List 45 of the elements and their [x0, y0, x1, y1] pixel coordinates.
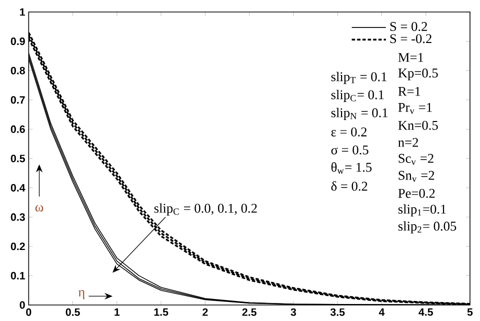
x-tick-label: 1.5 — [154, 308, 168, 316]
y-tick-label: 0.4 — [10, 184, 26, 192]
x-tick-label: 3.5 — [330, 308, 345, 316]
legend-label: S = -0.2 — [390, 34, 432, 44]
annotation: Sc$_{v}$ =2 — [398, 154, 434, 165]
x-tick-label: 5 — [467, 308, 473, 316]
y-tick-label: 0.9 — [10, 38, 25, 46]
annotation: slip$_{1}$=0.1 — [398, 204, 446, 216]
x-tick-label: 4 — [378, 308, 385, 316]
y-tick-label: 0.6 — [10, 125, 25, 133]
x-axis-title: η — [78, 290, 84, 300]
x-tick-label: 3 — [290, 308, 296, 316]
annotation: Pr$_{v}$ =1 — [398, 102, 432, 114]
y-tick-label: 0.7 — [10, 96, 25, 104]
x-tick-label: 0.5 — [66, 308, 80, 316]
y-tick-label: 0.3 — [10, 213, 25, 221]
annotation: slip$_{T}$ = 0.1 — [331, 72, 386, 84]
y-tick-label: 0 — [20, 301, 25, 309]
annotation: slip$_{2}$= 0.05 — [398, 221, 456, 234]
y-tick-label: 0.1 — [10, 272, 25, 280]
x-tick-label: 0 — [26, 308, 32, 316]
annotation: δ = 0.2 — [331, 181, 368, 191]
annotation: Kn=0.5 — [398, 120, 438, 130]
annotation: slip$_{C}$ = 0.0, 0.1, 0.2 — [154, 203, 257, 216]
annotation: n=2 — [398, 138, 418, 147]
annotation: Kp=0.5 — [398, 68, 438, 80]
annotation: Pe=0.2 — [398, 188, 435, 198]
annotation: σ = 0.5 — [331, 145, 368, 155]
annotation: M=1 — [398, 53, 424, 62]
y-tick-label: 0.5 — [10, 154, 25, 162]
y-tick-label: 0.2 — [10, 242, 25, 250]
annotation: slip$_{C}$= 0.1 — [331, 90, 384, 102]
y-axis-title: ω — [35, 205, 44, 212]
annotation: θ$_{w}$= 1.5 — [331, 162, 372, 174]
x-tick-label: 1 — [114, 308, 120, 316]
annotation: ε = 0.2 — [331, 127, 367, 136]
annotation: slip$_{N}$ = 0.1 — [331, 108, 388, 120]
annotation: Sn$_{v}$ =2 — [398, 170, 434, 182]
y-tick-label: 1 — [20, 8, 25, 16]
x-tick-label: 2 — [202, 308, 208, 316]
annotation: R=1 — [398, 86, 420, 96]
y-tick-label: 0.8 — [10, 66, 25, 74]
legend-label: S = 0.2 — [390, 22, 427, 32]
x-tick-label: 4.5 — [418, 308, 433, 316]
x-tick-label: 2.5 — [242, 308, 256, 316]
